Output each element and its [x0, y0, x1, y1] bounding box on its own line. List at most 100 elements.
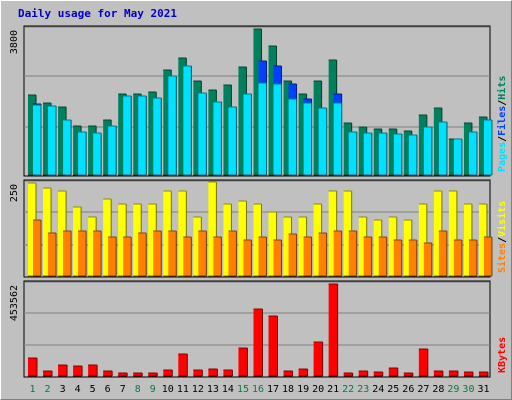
top-bar-pages: [48, 105, 57, 176]
top-bar-pages: [183, 65, 192, 176]
x-tick-label: 26: [402, 384, 414, 395]
x-tick-label: 30: [462, 384, 474, 395]
top-bar-pages: [378, 132, 388, 176]
x-tick-label: 17: [267, 384, 279, 395]
top-bar-pages: [468, 131, 478, 176]
middle-bar-sites: [183, 236, 192, 277]
top-bar-pages: [348, 131, 358, 176]
bottom-bar-kbytes: [28, 357, 38, 377]
bottom-bar-kbytes: [283, 370, 294, 377]
bottom-bar-kbytes: [88, 364, 98, 377]
top-bar-pages: [258, 82, 267, 176]
middle-bar-sites: [168, 230, 177, 277]
middle-bar-sites: [153, 230, 162, 277]
top-bar-pages: [333, 102, 343, 176]
x-tick-label: 18: [282, 384, 294, 395]
middle-bar-sites: [273, 239, 283, 277]
middle-bar-sites: [78, 230, 87, 277]
bottom-bar-kbytes: [118, 372, 128, 377]
x-tick-label: 7: [120, 384, 126, 395]
middle-bar-sites: [393, 239, 403, 277]
x-tick-label: 25: [387, 384, 399, 395]
top-bar-pages: [123, 95, 132, 176]
bottom-bar-kbytes: [328, 283, 339, 377]
top-bar-pages: [393, 133, 403, 176]
x-tick-label: 12: [192, 384, 204, 395]
top-bar-pages: [213, 101, 222, 176]
top-bar-pages: [423, 126, 433, 176]
top-bar-pages: [33, 104, 42, 176]
bottom-bar-kbytes: [43, 370, 53, 377]
middle-bar-sites: [483, 236, 493, 277]
middle-bar-sites: [318, 232, 328, 277]
chart-title: Daily usage for May 2021: [18, 7, 177, 20]
top-bar-pages: [138, 95, 147, 176]
top-ytick-label: 3800: [9, 30, 20, 54]
x-tick-label: 31: [477, 384, 489, 395]
x-tick-label: 20: [312, 384, 324, 395]
x-tick-label: 6: [105, 384, 111, 395]
legend-hits: Hits: [496, 76, 508, 100]
top-legend: Pages/Files/Hits: [496, 76, 508, 172]
x-tick-label: 8: [135, 384, 141, 395]
top-bar-pages: [243, 93, 252, 176]
top-bar-pages: [318, 107, 328, 176]
middle-bar-sites: [348, 230, 358, 277]
x-tick-label: 13: [207, 384, 219, 395]
bottom-bar-kbytes: [403, 372, 414, 377]
legend-sites: Sites: [496, 243, 508, 273]
x-tick-label: 22: [342, 384, 354, 395]
middle-bar-sites: [108, 236, 117, 277]
x-tick-label: 16: [252, 384, 264, 395]
top-bar-pages: [438, 121, 448, 176]
bottom-bar-kbytes: [313, 341, 324, 377]
bottom-bar-kbytes: [208, 368, 218, 377]
middle-bar-sites: [288, 233, 298, 277]
bottom-bar-kbytes: [253, 308, 263, 377]
middle-bar-sites: [333, 230, 343, 277]
bottom-bar-kbytes: [178, 353, 188, 377]
x-tick-label: 15: [237, 384, 249, 395]
x-tick-label: 21: [327, 384, 339, 395]
x-tick-label: 23: [357, 384, 369, 395]
middle-legend: Sites/Visits: [496, 201, 508, 273]
middle-bar-sites: [213, 236, 222, 277]
top-bar-pages: [363, 132, 373, 176]
x-tick-label: 28: [432, 384, 444, 395]
x-tick-label: 5: [90, 384, 96, 395]
legend-kbytes: KBytes: [497, 337, 508, 373]
x-tick-label: 3: [60, 384, 66, 395]
bottom-bar-kbytes: [238, 347, 248, 377]
top-bar-pages: [453, 138, 463, 176]
bottom-bar-kbytes: [298, 368, 309, 377]
x-tick-label: 24: [372, 384, 384, 395]
bottom-bar-kbytes: [478, 371, 489, 377]
middle-bar-sites: [138, 232, 147, 277]
middle-ytick-label: 250: [9, 184, 20, 202]
bottom-ytick-label: 453562: [9, 285, 20, 321]
middle-bar-sites: [48, 232, 57, 277]
middle-bar-sites: [33, 219, 42, 277]
bottom-bar-kbytes: [73, 365, 83, 377]
middle-bar-sites: [453, 239, 463, 277]
top-bar-pages: [198, 92, 207, 176]
x-tick-label: 29: [447, 384, 459, 395]
bottom-bar-kbytes: [448, 370, 459, 377]
middle-bar-sites: [198, 230, 207, 277]
bottom-bar-kbytes: [58, 364, 68, 377]
x-tick-label: 2: [45, 384, 51, 395]
x-tick-label: 19: [297, 384, 309, 395]
bottom-bar-kbytes: [343, 372, 354, 377]
bottom-bar-kbytes: [358, 370, 369, 377]
bottom-bar-kbytes: [103, 370, 113, 377]
middle-bar-sites: [93, 230, 102, 277]
top-bar-pages: [78, 131, 87, 176]
legend-files: Files: [496, 106, 508, 136]
bottom-bar-kbytes: [163, 369, 173, 377]
middle-bar-sites: [423, 242, 433, 277]
bottom-bar-kbytes: [268, 315, 279, 377]
middle-bar-sites: [228, 230, 237, 277]
middle-bar-sites: [258, 236, 267, 277]
bottom-bar-kbytes: [463, 371, 474, 377]
